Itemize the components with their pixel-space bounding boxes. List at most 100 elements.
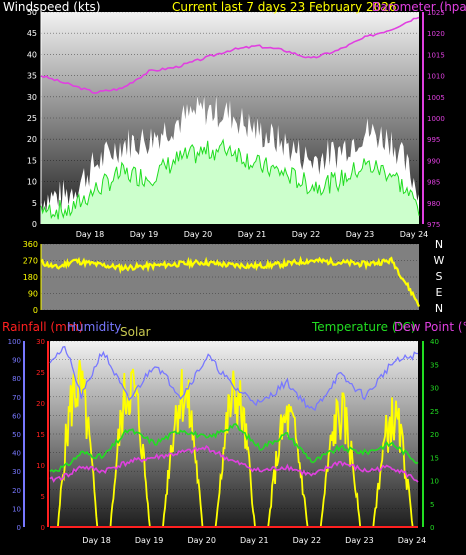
compass-label: N [435, 238, 443, 251]
temp-series [49, 345, 419, 528]
day-label: Day 19 [135, 536, 164, 545]
dewpoint-axis-title: Dew Point (°C) [394, 320, 466, 334]
tick-label: 995 [427, 136, 440, 144]
tick-label: 25 [27, 114, 37, 123]
wind-x-axis: Day 18 Day 19 Day 20 Day 21 Day 22 Day 23 Day … [76, 230, 429, 239]
tick-label: 35 [430, 361, 439, 369]
tick-label: 5 [32, 199, 37, 208]
tick-label: 40 [27, 50, 37, 59]
day-label: Day 19 [130, 230, 159, 239]
temperature-axis-title: Temperature (°C) [311, 320, 416, 334]
tick-label: 40 [12, 450, 21, 458]
solar-peak [109, 368, 151, 528]
tick-label: 975 [427, 221, 440, 229]
tick-label: 5 [41, 493, 45, 501]
tick-label: 1000 [427, 115, 445, 123]
humidity-axis-title: Humidity [67, 320, 121, 334]
tick-label: 0 [430, 524, 434, 532]
tick-label: 40 [430, 338, 439, 346]
compass-label: E [436, 286, 443, 299]
humidity-line [49, 345, 418, 412]
tick-label: 180 [23, 273, 38, 282]
compass-label: W [434, 254, 445, 267]
humidity-axis: 0 10 20 30 40 50 60 70 80 90 100 [8, 338, 25, 532]
solar-peak [162, 369, 204, 528]
day-label: Day 24 [398, 536, 427, 545]
day-label: Day 20 [184, 230, 213, 239]
day-label: Day 18 [82, 536, 111, 545]
tick-label: 360 [23, 240, 38, 249]
tick-label: 50 [12, 431, 21, 439]
tick-label: 100 [8, 338, 21, 346]
tick-label: 30 [12, 468, 21, 476]
tick-label: 0 [32, 220, 37, 229]
barometer-right-axis: 975 980 985 990 995 1000 1005 1010 1015 1020 1025 [422, 9, 445, 229]
tick-label: 25 [430, 408, 439, 416]
tick-label: 35 [27, 72, 37, 81]
direction-series [40, 255, 421, 308]
tick-label: 60 [12, 412, 21, 420]
tick-label: 20 [430, 431, 439, 439]
tick-label: 1025 [427, 9, 445, 17]
tick-label: 0 [33, 306, 38, 315]
chart-title: Current last 7 days 23 February 2026 [172, 0, 397, 14]
wind-series [40, 16, 420, 224]
tick-label: 30 [430, 385, 439, 393]
dewpoint-line [49, 445, 419, 483]
solar-peak [372, 397, 414, 528]
tick-label: 1005 [427, 94, 445, 102]
avg-wind-area [41, 140, 419, 224]
compass-label: S [436, 270, 443, 283]
tick-label: 1015 [427, 51, 445, 59]
solar-axis-title: Solar [120, 325, 151, 339]
tick-label: 20 [27, 135, 37, 144]
tick-label: 15 [36, 431, 45, 439]
windspeed-axis-title: Windspeed (kts) [3, 0, 101, 14]
tick-label: 80 [12, 375, 21, 383]
direction-left-axis: 0 90 180 270 360 [23, 240, 42, 315]
direction-grid [41, 243, 419, 311]
tick-label: 30 [36, 338, 45, 346]
day-label: Day 24 [400, 230, 429, 239]
rainfall-axis: 0 5 10 15 20 25 30 [36, 338, 49, 532]
barometer-line [40, 16, 420, 95]
tick-label: 90 [12, 357, 21, 365]
barometer-axis-title: Barometer (hpa) [372, 0, 466, 14]
day-label: Day 23 [345, 536, 374, 545]
tick-label: 980 [427, 200, 440, 208]
day-label: Day 22 [292, 230, 321, 239]
day-label: Day 21 [238, 230, 267, 239]
tick-label: 1010 [427, 73, 445, 81]
temperature-line [49, 423, 419, 473]
tick-label: 1020 [427, 30, 445, 38]
day-label: Day 20 [187, 536, 216, 545]
solar-peak [214, 370, 256, 528]
tick-label: 45 [27, 29, 37, 38]
avg-wind-line [40, 138, 420, 220]
tick-label: 0 [17, 524, 21, 532]
tick-label: 70 [12, 394, 21, 402]
tick-label: 15 [430, 454, 439, 462]
day-label: Day 22 [293, 536, 322, 545]
day-label: Day 18 [76, 230, 105, 239]
tick-label: 990 [427, 157, 440, 165]
day-label: Day 21 [240, 536, 269, 545]
day-label: Day 23 [346, 230, 375, 239]
tick-label: 15 [27, 156, 37, 165]
tick-label: 90 [28, 290, 38, 299]
compass-label: N [435, 302, 443, 315]
tick-label: 20 [36, 400, 45, 408]
tick-label: 10 [36, 462, 45, 470]
tick-label: 50 [27, 8, 37, 17]
solar-peak [319, 392, 362, 528]
tick-label: 0 [41, 524, 45, 532]
tick-label: 20 [12, 487, 21, 495]
tick-label: 270 [23, 257, 38, 266]
tick-label: 10 [27, 178, 37, 187]
wind-left-axis: 0 5 10 15 20 25 30 35 40 45 50 [27, 8, 42, 229]
tick-label: 985 [427, 179, 440, 187]
direction-line [40, 255, 421, 308]
tick-label: 30 [27, 93, 37, 102]
